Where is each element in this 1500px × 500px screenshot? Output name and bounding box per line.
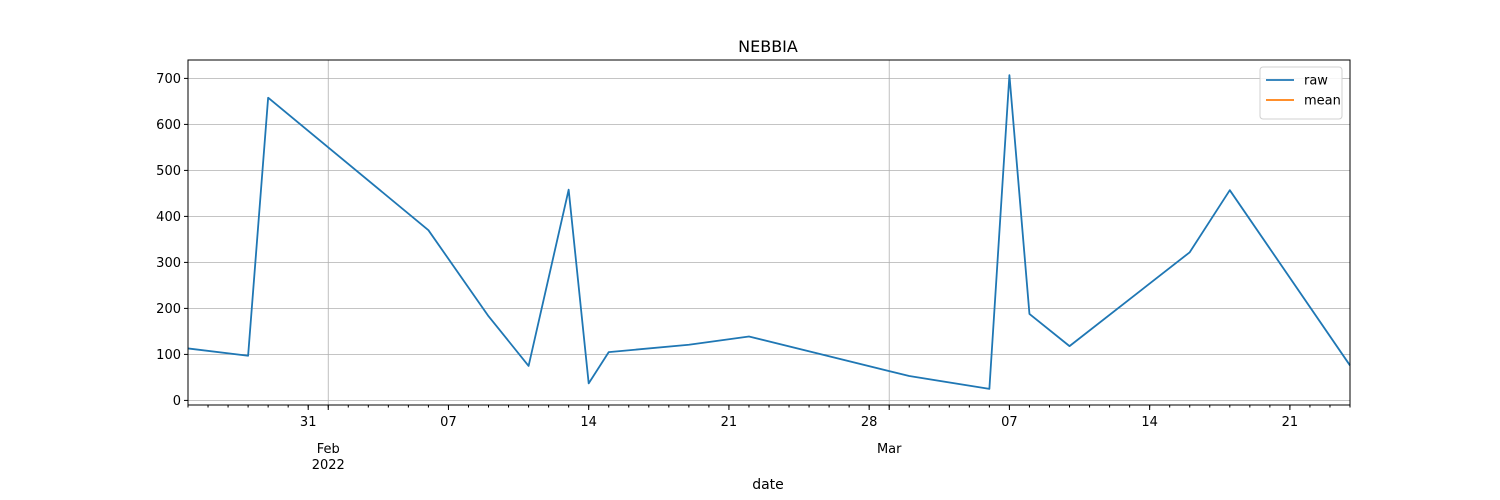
x-tick-label: 31 <box>300 415 317 430</box>
x-tick-label: 14 <box>1141 415 1158 430</box>
y-tick-label: 200 <box>156 302 181 317</box>
plot-frame <box>187 59 1351 406</box>
x-tick-label: 28 <box>861 415 878 430</box>
legend-label-mean: mean <box>1304 94 1341 109</box>
x-tick-label: Feb <box>317 442 340 457</box>
x-tick-sublabel: 2022 <box>312 458 345 473</box>
grid <box>188 60 1350 405</box>
y-tick-label: 700 <box>156 72 181 87</box>
x-tick-label: 14 <box>580 415 597 430</box>
y-tick-label: 600 <box>156 118 181 133</box>
y-tick-label: 500 <box>156 164 181 179</box>
series-layer <box>187 74 1351 390</box>
legend: raw mean <box>1259 66 1343 120</box>
x-tick-label: 21 <box>721 415 738 430</box>
x-axis-label: date <box>752 477 784 493</box>
x-tick-label: 21 <box>1282 415 1299 430</box>
x-tick-label: 07 <box>440 415 457 430</box>
y-tick-label: 400 <box>156 210 181 225</box>
x-tick-label: Mar <box>877 442 902 457</box>
series-line-raw <box>187 74 1351 390</box>
chart-title: NEBBIA <box>738 37 798 56</box>
legend-label-raw: raw <box>1304 74 1328 89</box>
y-tick-label: 0 <box>173 394 181 409</box>
y-tick-label: 300 <box>156 256 181 271</box>
y-tick-label: 100 <box>156 348 181 363</box>
x-tick-label: 07 <box>1001 415 1018 430</box>
